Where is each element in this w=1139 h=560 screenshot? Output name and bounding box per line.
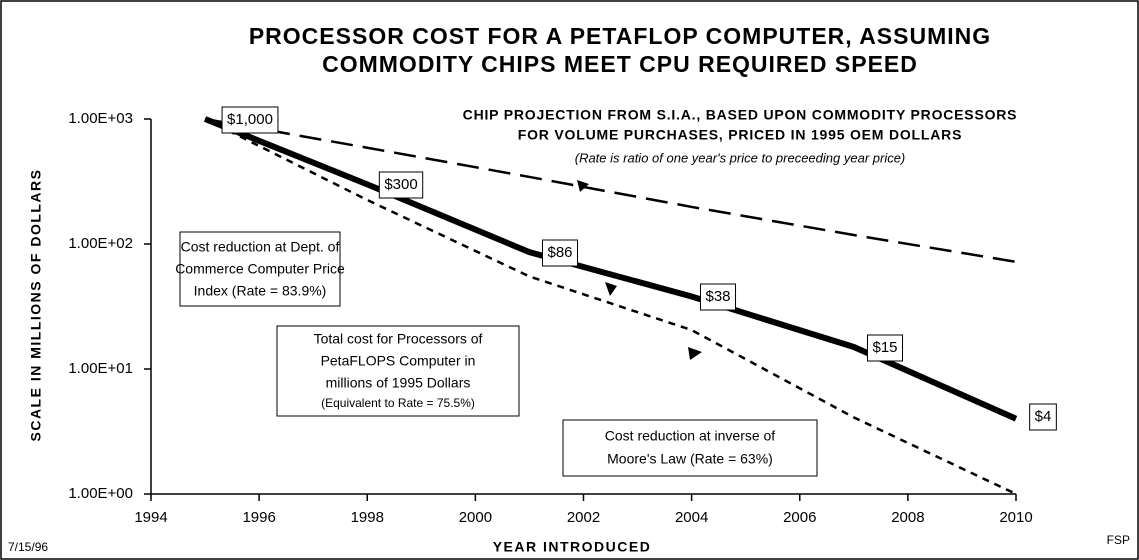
annotation: Cost reduction at inverse of [605, 428, 776, 444]
x-axis-title: YEAR INTRODUCED [493, 539, 652, 555]
date: 7/15/96 [8, 540, 48, 554]
value-label-box [699, 283, 737, 311]
y-tick-label: 1.00E+02 [68, 235, 133, 252]
value-label: $15 [872, 339, 897, 356]
x-tick-label: 2008 [891, 509, 924, 526]
y-tick-label: 1.00E+03 [68, 110, 133, 127]
note: (Rate is ratio of one year's price to pr… [575, 150, 906, 165]
annotation: Cost reduction at Dept. of [181, 239, 340, 255]
annotation: (Equivalent to Rate = 75.5%) [321, 396, 475, 410]
arrow [577, 180, 589, 192]
value-label: $38 [705, 288, 730, 305]
y-axis-title: SCALE IN MILLIONS OF DOLLARS [28, 169, 44, 442]
arrow [688, 347, 702, 360]
y-tick-label: 1.00E+01 [68, 360, 133, 377]
y-tick-label: 1.00E+00 [68, 485, 133, 502]
value-label: $4 [1035, 408, 1052, 425]
value-label: $1,000 [227, 111, 273, 128]
x-tick-label: 1998 [351, 509, 384, 526]
value-label: $300 [384, 176, 417, 193]
value-label: $86 [547, 244, 572, 261]
value-label-box [1029, 403, 1057, 431]
x-tick-label: 2004 [675, 509, 708, 526]
x-tick-label: 2002 [567, 509, 600, 526]
annotation: Index (Rate = 83.9%) [194, 283, 327, 299]
annotation: Commerce Computer Price [175, 261, 345, 277]
value-label-box [866, 334, 904, 362]
annotation: Total cost for Processors of [314, 331, 483, 347]
x-tick-label: 2010 [999, 509, 1032, 526]
annotation: Moore's Law (Rate = 63%) [607, 451, 773, 467]
author: FSP [1107, 533, 1130, 547]
annotation-box [562, 419, 818, 477]
annotation: millions of 1995 Dollars [326, 375, 471, 391]
value-label-box [221, 106, 279, 134]
subtitle: CHIP PROJECTION FROM S.I.A., BASED UPON … [463, 107, 1018, 123]
value-label-box [378, 171, 424, 199]
annotation-box [179, 231, 341, 307]
series-line [204, 117, 1017, 496]
annotation-box [276, 325, 520, 417]
x-tick-label: 1994 [134, 509, 167, 526]
x-tick-label: 2006 [783, 509, 816, 526]
x-tick-label: 2000 [459, 509, 492, 526]
subtitle: FOR VOLUME PURCHASES, PRICED IN 1995 OEM… [518, 127, 962, 143]
value-label-box [541, 239, 579, 267]
series-line [204, 117, 1017, 264]
x-tick-label: 1996 [242, 509, 275, 526]
chart-title: PROCESSOR COST FOR A PETAFLOP COMPUTER, … [249, 23, 991, 49]
chart-title: COMMODITY CHIPS MEET CPU REQUIRED SPEED [322, 51, 918, 77]
arrow [605, 282, 617, 296]
annotation: PetaFLOPS Computer in [321, 353, 476, 369]
